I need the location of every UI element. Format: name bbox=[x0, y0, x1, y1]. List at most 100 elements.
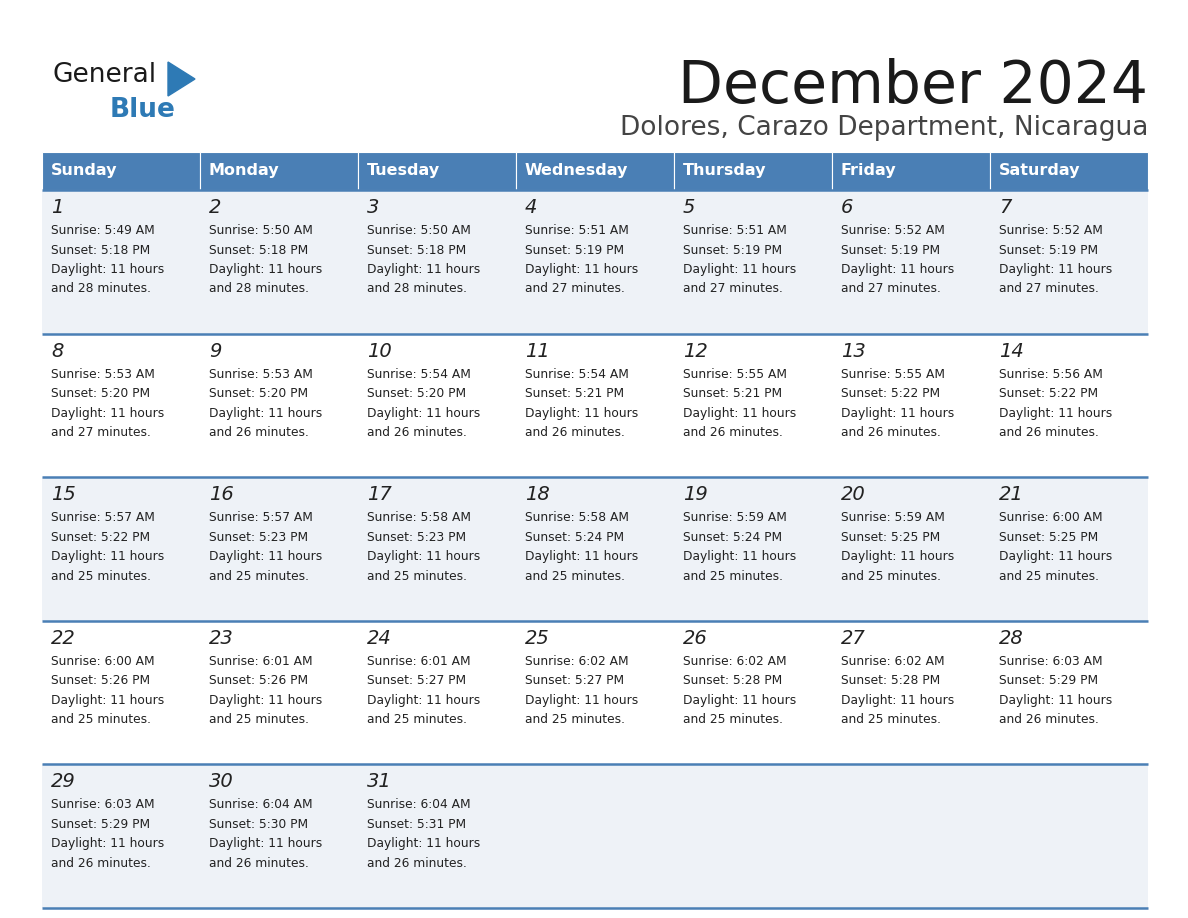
Text: 10: 10 bbox=[367, 341, 392, 361]
Text: Daylight: 11 hours: Daylight: 11 hours bbox=[841, 550, 954, 564]
Text: Sunrise: 6:02 AM: Sunrise: 6:02 AM bbox=[841, 655, 944, 667]
Text: Daylight: 11 hours: Daylight: 11 hours bbox=[683, 694, 796, 707]
Text: and 26 minutes.: and 26 minutes. bbox=[51, 856, 151, 870]
Text: and 26 minutes.: and 26 minutes. bbox=[999, 426, 1099, 439]
Polygon shape bbox=[168, 62, 195, 96]
Text: Sunrise: 6:04 AM: Sunrise: 6:04 AM bbox=[367, 799, 470, 812]
Text: and 26 minutes.: and 26 minutes. bbox=[367, 426, 467, 439]
Text: Sunrise: 6:03 AM: Sunrise: 6:03 AM bbox=[51, 799, 154, 812]
Text: 28: 28 bbox=[999, 629, 1024, 648]
Text: Daylight: 11 hours: Daylight: 11 hours bbox=[367, 694, 480, 707]
Text: Sunrise: 5:51 AM: Sunrise: 5:51 AM bbox=[683, 224, 786, 237]
Text: General: General bbox=[52, 62, 156, 88]
Text: Sunrise: 6:02 AM: Sunrise: 6:02 AM bbox=[525, 655, 628, 667]
Text: Sunrise: 6:03 AM: Sunrise: 6:03 AM bbox=[999, 655, 1102, 667]
Text: and 27 minutes.: and 27 minutes. bbox=[525, 283, 625, 296]
Text: 16: 16 bbox=[209, 486, 234, 504]
Bar bbox=[42, 190, 1148, 333]
Text: Sunrise: 5:54 AM: Sunrise: 5:54 AM bbox=[525, 367, 628, 381]
Text: Sunrise: 5:50 AM: Sunrise: 5:50 AM bbox=[209, 224, 312, 237]
Text: 17: 17 bbox=[367, 486, 392, 504]
Text: 4: 4 bbox=[525, 198, 537, 217]
Text: 23: 23 bbox=[209, 629, 234, 648]
Text: 6: 6 bbox=[841, 198, 853, 217]
Text: Daylight: 11 hours: Daylight: 11 hours bbox=[841, 263, 954, 276]
Text: and 27 minutes.: and 27 minutes. bbox=[841, 283, 941, 296]
Text: and 25 minutes.: and 25 minutes. bbox=[683, 570, 783, 583]
Text: 22: 22 bbox=[51, 629, 76, 648]
Text: Sunrise: 6:04 AM: Sunrise: 6:04 AM bbox=[209, 799, 312, 812]
Text: Sunset: 5:23 PM: Sunset: 5:23 PM bbox=[209, 531, 308, 543]
Text: 24: 24 bbox=[367, 629, 392, 648]
Text: Sunset: 5:24 PM: Sunset: 5:24 PM bbox=[525, 531, 624, 543]
Text: Daylight: 11 hours: Daylight: 11 hours bbox=[841, 694, 954, 707]
Text: Sunset: 5:31 PM: Sunset: 5:31 PM bbox=[367, 818, 466, 831]
Text: Sunrise: 5:51 AM: Sunrise: 5:51 AM bbox=[525, 224, 628, 237]
Text: Sunrise: 5:58 AM: Sunrise: 5:58 AM bbox=[525, 511, 628, 524]
Bar bbox=[42, 477, 1148, 621]
Text: Sunset: 5:20 PM: Sunset: 5:20 PM bbox=[367, 387, 466, 400]
Bar bbox=[42, 333, 1148, 477]
Text: Sunset: 5:27 PM: Sunset: 5:27 PM bbox=[525, 675, 624, 688]
Text: Daylight: 11 hours: Daylight: 11 hours bbox=[51, 263, 164, 276]
Text: and 27 minutes.: and 27 minutes. bbox=[683, 283, 783, 296]
Text: 21: 21 bbox=[999, 486, 1024, 504]
Text: Sunset: 5:20 PM: Sunset: 5:20 PM bbox=[209, 387, 308, 400]
Text: Daylight: 11 hours: Daylight: 11 hours bbox=[209, 407, 322, 420]
Text: and 26 minutes.: and 26 minutes. bbox=[683, 426, 783, 439]
Text: 7: 7 bbox=[999, 198, 1011, 217]
Text: Daylight: 11 hours: Daylight: 11 hours bbox=[209, 837, 322, 850]
Text: Daylight: 11 hours: Daylight: 11 hours bbox=[683, 407, 796, 420]
Text: and 26 minutes.: and 26 minutes. bbox=[209, 856, 309, 870]
Text: Sunset: 5:19 PM: Sunset: 5:19 PM bbox=[525, 243, 624, 256]
Text: Daylight: 11 hours: Daylight: 11 hours bbox=[841, 407, 954, 420]
Text: Sunset: 5:22 PM: Sunset: 5:22 PM bbox=[999, 387, 1098, 400]
Text: Daylight: 11 hours: Daylight: 11 hours bbox=[525, 550, 638, 564]
Text: Sunrise: 5:50 AM: Sunrise: 5:50 AM bbox=[367, 224, 470, 237]
Bar bbox=[516, 152, 674, 190]
Bar bbox=[200, 152, 358, 190]
Text: and 25 minutes.: and 25 minutes. bbox=[209, 570, 309, 583]
Text: Daylight: 11 hours: Daylight: 11 hours bbox=[51, 407, 164, 420]
Text: Sunset: 5:26 PM: Sunset: 5:26 PM bbox=[209, 675, 308, 688]
Text: Sunrise: 5:52 AM: Sunrise: 5:52 AM bbox=[841, 224, 944, 237]
Text: and 25 minutes.: and 25 minutes. bbox=[51, 570, 151, 583]
Text: and 25 minutes.: and 25 minutes. bbox=[367, 713, 467, 726]
Text: Wednesday: Wednesday bbox=[525, 163, 628, 178]
Text: Sunset: 5:21 PM: Sunset: 5:21 PM bbox=[525, 387, 624, 400]
Bar bbox=[358, 152, 516, 190]
Text: and 26 minutes.: and 26 minutes. bbox=[841, 426, 941, 439]
Text: 13: 13 bbox=[841, 341, 866, 361]
Text: Sunrise: 5:59 AM: Sunrise: 5:59 AM bbox=[683, 511, 786, 524]
Text: Daylight: 11 hours: Daylight: 11 hours bbox=[525, 407, 638, 420]
Text: 5: 5 bbox=[683, 198, 695, 217]
Text: Sunday: Sunday bbox=[51, 163, 118, 178]
Text: Sunset: 5:29 PM: Sunset: 5:29 PM bbox=[51, 818, 150, 831]
Text: and 26 minutes.: and 26 minutes. bbox=[209, 426, 309, 439]
Text: Sunrise: 6:00 AM: Sunrise: 6:00 AM bbox=[999, 511, 1102, 524]
Text: and 27 minutes.: and 27 minutes. bbox=[999, 283, 1099, 296]
Text: and 25 minutes.: and 25 minutes. bbox=[841, 570, 941, 583]
Text: Sunrise: 6:01 AM: Sunrise: 6:01 AM bbox=[209, 655, 312, 667]
Text: Monday: Monday bbox=[209, 163, 279, 178]
Text: Saturday: Saturday bbox=[999, 163, 1081, 178]
Text: 27: 27 bbox=[841, 629, 866, 648]
Text: Sunrise: 5:53 AM: Sunrise: 5:53 AM bbox=[209, 367, 312, 381]
Text: Daylight: 11 hours: Daylight: 11 hours bbox=[525, 694, 638, 707]
Text: Sunrise: 6:01 AM: Sunrise: 6:01 AM bbox=[367, 655, 470, 667]
Text: and 25 minutes.: and 25 minutes. bbox=[51, 713, 151, 726]
Text: Daylight: 11 hours: Daylight: 11 hours bbox=[999, 694, 1112, 707]
Text: Sunrise: 5:49 AM: Sunrise: 5:49 AM bbox=[51, 224, 154, 237]
Text: Daylight: 11 hours: Daylight: 11 hours bbox=[999, 550, 1112, 564]
Text: Sunset: 5:29 PM: Sunset: 5:29 PM bbox=[999, 675, 1098, 688]
Text: 30: 30 bbox=[209, 772, 234, 791]
Text: and 25 minutes.: and 25 minutes. bbox=[525, 570, 625, 583]
Text: Sunset: 5:19 PM: Sunset: 5:19 PM bbox=[841, 243, 940, 256]
Text: Daylight: 11 hours: Daylight: 11 hours bbox=[209, 694, 322, 707]
Text: 9: 9 bbox=[209, 341, 221, 361]
Text: 2: 2 bbox=[209, 198, 221, 217]
Text: and 25 minutes.: and 25 minutes. bbox=[683, 713, 783, 726]
Text: Sunset: 5:28 PM: Sunset: 5:28 PM bbox=[683, 675, 782, 688]
Text: Sunset: 5:25 PM: Sunset: 5:25 PM bbox=[999, 531, 1098, 543]
Text: Daylight: 11 hours: Daylight: 11 hours bbox=[51, 837, 164, 850]
